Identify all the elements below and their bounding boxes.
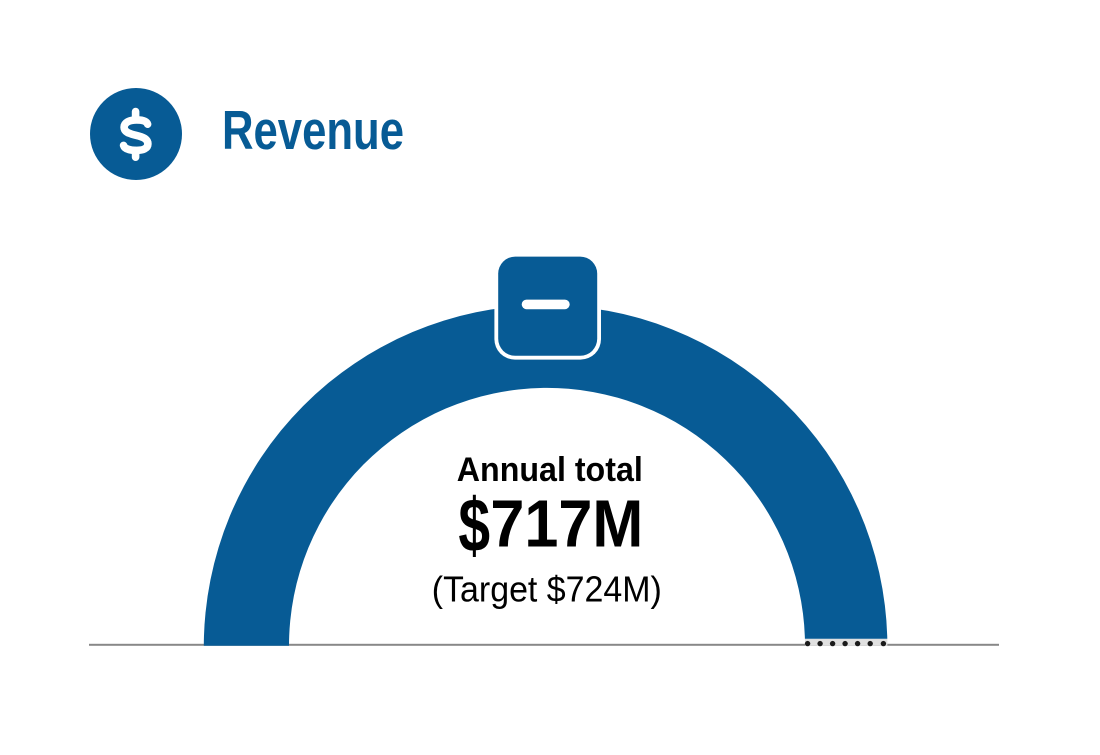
svg-text:(Target $724M): (Target $724M) (432, 569, 662, 610)
svg-text:Revenue: Revenue (222, 100, 404, 161)
svg-text:$: $ (458, 483, 490, 568)
svg-text:717M: 717M (490, 488, 643, 562)
svg-text:Annual total: Annual total (457, 451, 643, 489)
